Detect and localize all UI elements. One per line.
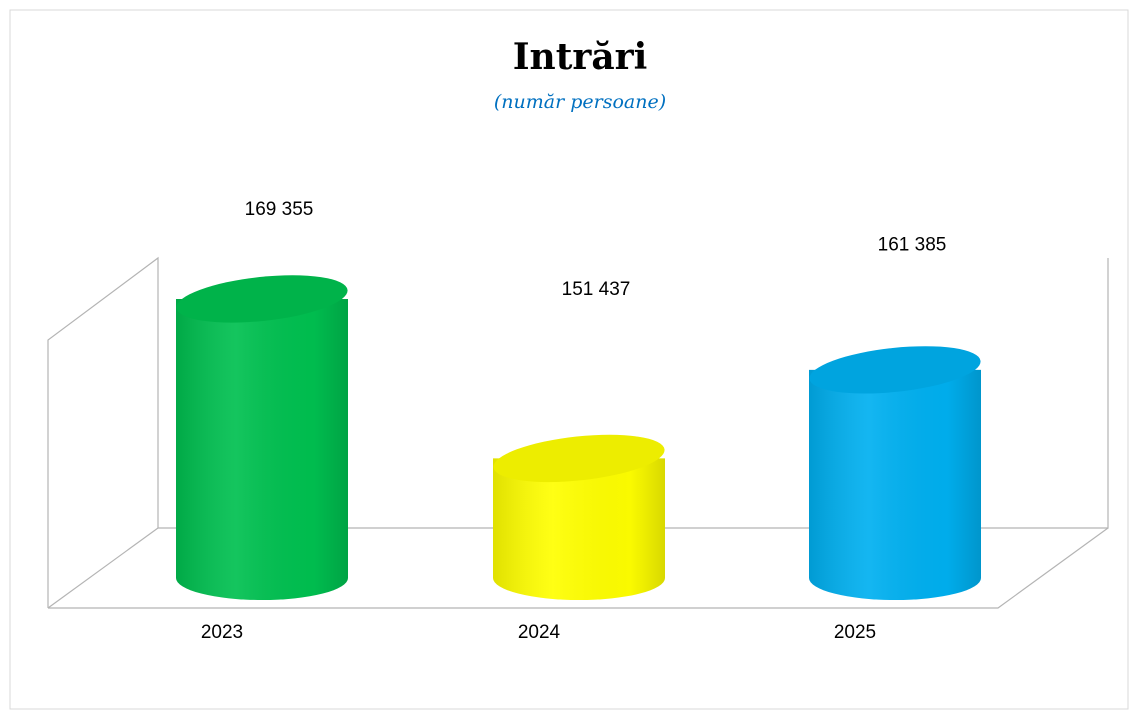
- cylinder: [809, 346, 981, 600]
- cylinder-top: [809, 346, 981, 394]
- floor: [48, 527, 1109, 609]
- chart-subtitle: (număr persoane): [494, 91, 666, 113]
- data-label: 169 355: [245, 199, 314, 220]
- cylinder-shade: [176, 298, 348, 600]
- cylinder-shade: [809, 369, 981, 600]
- back-walls: [47, 256, 1109, 608]
- cylinder-top: [493, 434, 665, 483]
- x-tick-label: 2024: [518, 622, 561, 643]
- x-tick-label: 2023: [201, 622, 243, 643]
- floor-edge: [47, 527, 159, 609]
- cylinder-shade: [493, 458, 665, 600]
- chart-title: Intrări: [513, 36, 648, 78]
- data-label: 151 437: [562, 279, 631, 300]
- data-label: 161 385: [878, 235, 947, 256]
- walls: [47, 256, 1109, 609]
- cylinder: [176, 275, 348, 600]
- x-tick-label: 2025: [834, 622, 876, 643]
- cylinder: [493, 434, 665, 600]
- cylinder-top: [176, 275, 348, 323]
